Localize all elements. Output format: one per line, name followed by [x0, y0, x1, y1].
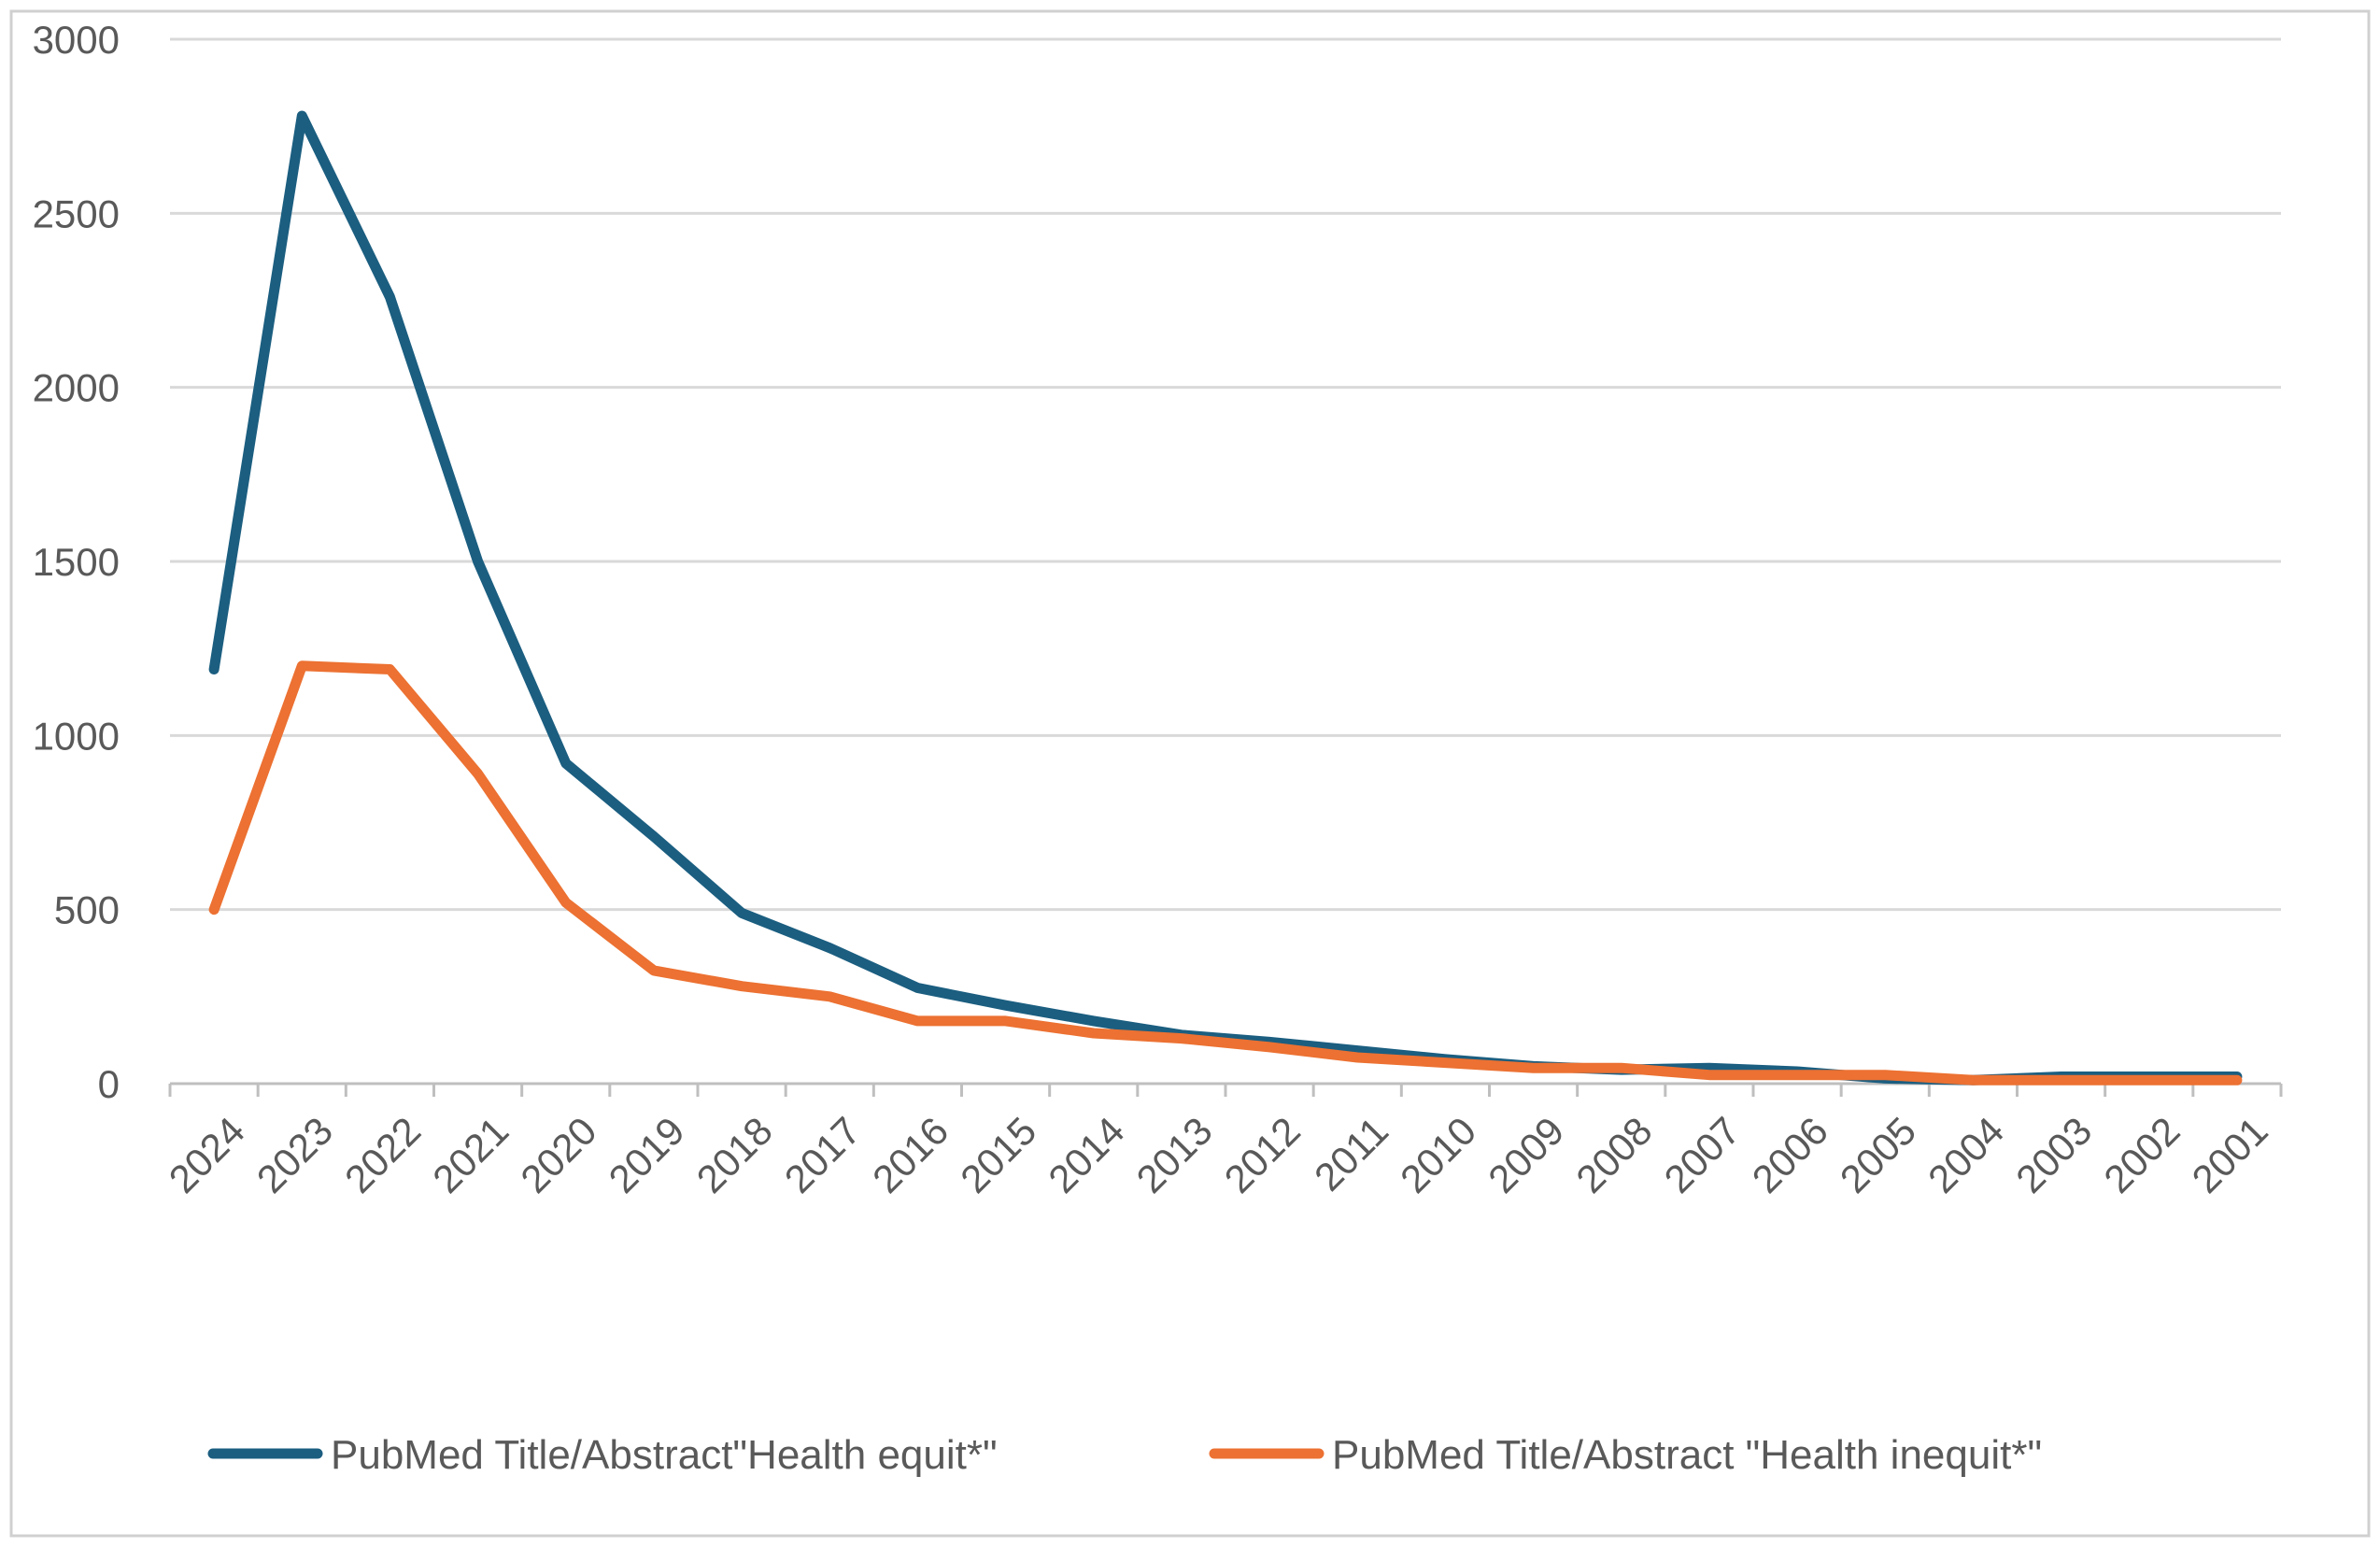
- gridlines: [170, 37, 2281, 912]
- y-tick-label: 3000: [33, 18, 120, 62]
- chart-frame: [9, 9, 2371, 1538]
- y-tick-label: 0: [98, 1062, 120, 1106]
- y-tick-label: 1500: [33, 540, 120, 584]
- series-line-2: [208, 660, 2243, 1086]
- legend: PubMed Title/Abstract"Health equit*" PubM…: [207, 1432, 2042, 1478]
- legend-label-1: PubMed Title/Abstract"Health equit*": [331, 1432, 998, 1478]
- y-tick-label: 2000: [33, 366, 120, 410]
- y-tick-label: 500: [54, 888, 120, 932]
- y-tick-label: 1000: [33, 714, 120, 758]
- series-lines: [208, 110, 2243, 1086]
- legend-label-2: PubMed Title/Abstract "Health inequit*": [1332, 1432, 2042, 1478]
- y-axis-tick-labels: 0 500 1000 1500 2000 2500 3000: [33, 18, 120, 1106]
- y-tick-label: 2500: [33, 192, 120, 235]
